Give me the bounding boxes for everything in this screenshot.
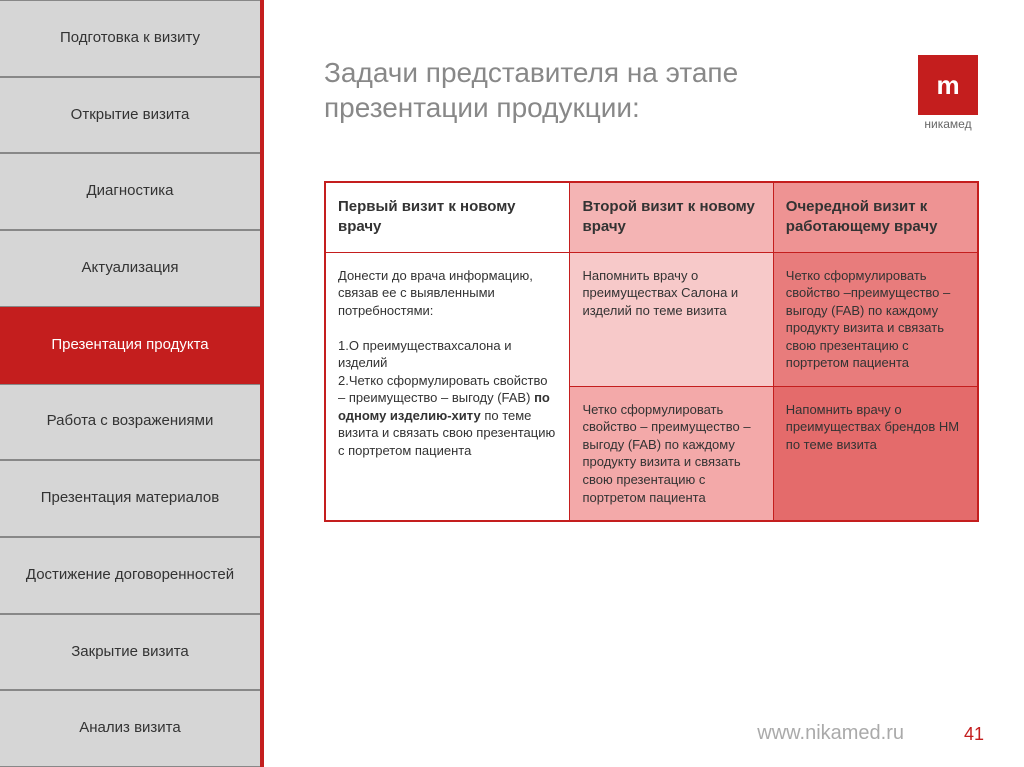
- sidebar-item-present[interactable]: Презентация продукта: [0, 307, 260, 384]
- sidebar-item-actual[interactable]: Актуализация: [0, 230, 260, 307]
- cell-r2c2: Напомнить врачу о преимуществах брендов …: [773, 386, 978, 521]
- sidebar-item-agree[interactable]: Достижение договоренностей: [0, 537, 260, 614]
- sidebar-item-materials[interactable]: Презентация материалов: [0, 460, 260, 537]
- tasks-table: Первый визит к новому врачу Второй визит…: [324, 181, 979, 522]
- sidebar-item-open[interactable]: Открытие визита: [0, 77, 260, 154]
- logo-text: никамед: [912, 117, 984, 131]
- sidebar-item-diag[interactable]: Диагностика: [0, 153, 260, 230]
- col-header-second-visit: Второй визит к новому врачу: [570, 182, 773, 252]
- sidebar-item-label: Диагностика: [87, 182, 174, 201]
- sidebar-item-label: Закрытие визита: [71, 643, 189, 662]
- cell-r1c2: Четко сформулировать свойство –преимущес…: [773, 252, 978, 386]
- sidebar-item-label: Работа с возражениями: [47, 412, 214, 431]
- sidebar-item-label: Анализ визита: [79, 719, 180, 738]
- header-row: Задачи представителя на этапе презентаци…: [324, 55, 984, 131]
- sidebar-item-analysis[interactable]: Анализ визита: [0, 690, 260, 767]
- brand-logo: m никамед: [912, 55, 984, 131]
- sidebar-item-label: Достижение договоренностей: [26, 566, 234, 585]
- page-title: Задачи представителя на этапе презентаци…: [324, 55, 844, 125]
- cell-r1c1: Напомнить врачу о преимуществах Салона и…: [570, 252, 773, 386]
- sidebar-item-close[interactable]: Закрытие визита: [0, 614, 260, 691]
- cell-r2c1: Четко сформулировать свойство – преимуще…: [570, 386, 773, 521]
- page-number: 41: [964, 724, 984, 745]
- sidebar-item-label: Презентация продукта: [51, 336, 208, 355]
- col-header-next-visit: Очередной визит к работающему врачу: [773, 182, 978, 252]
- table-row: Донести до врача информацию, связав ее с…: [325, 252, 978, 386]
- cell-text: Донести до врача информацию, связав ее с…: [338, 268, 547, 406]
- footer-url: www.nikamed.ru: [757, 722, 904, 745]
- col-header-first-visit: Первый визит к новому врачу: [325, 182, 570, 252]
- sidebar-item-label: Открытие визита: [71, 106, 190, 125]
- sidebar-item-object[interactable]: Работа с возражениями: [0, 384, 260, 461]
- sidebar: Подготовка к визиту Открытие визита Диаг…: [0, 0, 264, 767]
- sidebar-item-label: Актуализация: [82, 259, 179, 278]
- cell-first-visit-tasks: Донести до врача информацию, связав ее с…: [325, 252, 570, 521]
- sidebar-item-prep[interactable]: Подготовка к визиту: [0, 0, 260, 77]
- main-content: Задачи представителя на этапе презентаци…: [264, 0, 1024, 767]
- logo-mark: m: [918, 55, 978, 115]
- table-header-row: Первый визит к новому врачу Второй визит…: [325, 182, 978, 252]
- sidebar-item-label: Презентация материалов: [41, 489, 219, 508]
- sidebar-item-label: Подготовка к визиту: [60, 29, 200, 48]
